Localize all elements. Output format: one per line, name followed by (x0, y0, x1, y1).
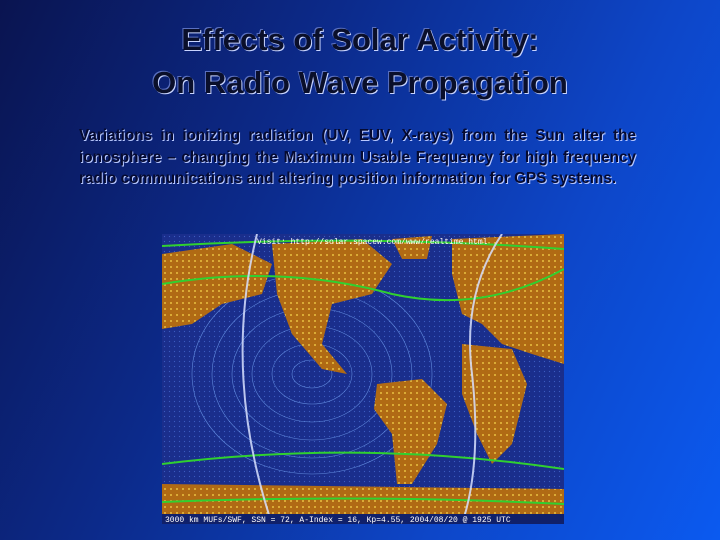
terminator (241, 234, 503, 524)
slide-title-line: Effects of Solar Activity: (181, 22, 539, 57)
map-footer: 3000 km MUFs/SWF, SSN = 72, A-Index = 16… (165, 516, 511, 524)
footer-band (162, 514, 564, 524)
continents (162, 234, 564, 524)
slide-title-line: On Radio Wave Propagation (152, 65, 568, 100)
muf-map: Visit: http://solar.spacew.com/www/realt… (162, 234, 564, 524)
map-header: Visit: http://solar.spacew.com/www/realt… (257, 238, 488, 247)
green-lines (162, 239, 564, 505)
body-text: Variations in ionizing radiation (UV, EU… (79, 127, 636, 187)
